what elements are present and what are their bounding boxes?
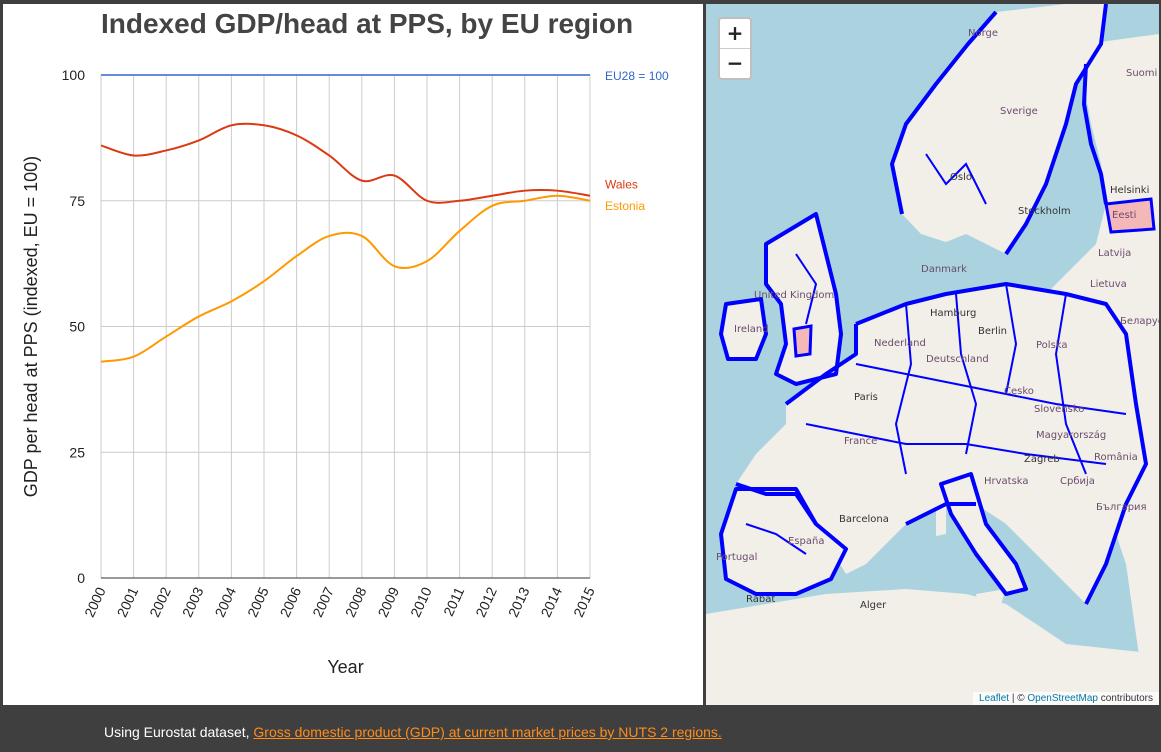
chart-title: Indexed GDP/head at PPS, by EU region [101,8,634,39]
footer-prefix: Using Eurostat dataset, [104,724,254,740]
highlight-estonia [1104,197,1156,234]
land-north-africa [706,589,1159,705]
map-place-labels: Norge Suomi Sverige Oslo Stockholm Eesti… [716,28,1159,611]
series-label-wales: Wales [605,178,638,192]
dataset-link[interactable]: Gross domestic product (GDP) at current … [253,724,722,740]
x-tick-label: 2013 [505,584,533,619]
label-alger: Alger [860,600,887,611]
zoom-control: + − [718,17,752,80]
x-axis-title: Year [327,657,363,677]
label-cesko: Česko [1004,384,1034,397]
x-tick-label: 2008 [342,584,370,619]
series-line-estonia [100,194,591,363]
land-great-britain [766,214,841,384]
highlight-wales [792,324,813,358]
label-portugal: Portugal [716,552,757,563]
x-tick-label: 2004 [211,584,239,619]
label-ireland: Ireland [734,324,769,335]
label-suomi: Suomi [1126,68,1157,79]
map-attribution: Leaflet | © OpenStreetMap contributors [973,692,1159,705]
series-lines [100,74,591,363]
x-tick-label: 2009 [374,584,402,619]
label-united-kingdom: United Kingdom [754,290,834,301]
series-labels: EU28 = 100 Wales Estonia [605,69,669,213]
x-tick-label: 2000 [81,584,109,619]
x-tick-label: 2011 [440,584,467,618]
osm-link[interactable]: OpenStreetMap [1027,693,1098,704]
land-scandinavia [892,4,1106,254]
y-tick-label: 75 [69,193,85,209]
label-slovensko: Slovensko [1034,404,1084,415]
reference-line-label: EU28 = 100 [605,69,669,83]
label-sverige: Sverige [1000,106,1038,117]
label-oslo: Oslo [950,172,972,183]
land-iberia [721,489,846,594]
label-france: France [844,436,877,447]
label-deutschland: Deutschland [926,354,989,365]
y-tick-label: 0 [77,570,85,586]
zoom-in-button[interactable]: + [720,19,750,49]
x-tick-label: 2015 [570,584,598,619]
map-panel[interactable]: Norge Suomi Sverige Oslo Stockholm Eesti… [706,4,1159,705]
label-norge: Norge [968,28,998,39]
x-tick-label: 2012 [472,584,500,619]
label-romania: România [1094,451,1138,463]
label-berlin: Berlin [978,326,1007,337]
footer: Using Eurostat dataset, Gross domestic p… [104,724,722,740]
nuts-inner-borders [745,153,1127,555]
label-eesti: Eesti [1112,210,1136,221]
x-tick-label: 2005 [244,584,272,619]
y-tick-label: 25 [69,444,85,460]
attribution-suffix: contributors [1097,693,1153,704]
label-helsinki: Helsinki [1110,185,1149,196]
land-sicily [976,589,1006,604]
x-tick-label: 2007 [309,584,337,619]
label-nederland: Nederland [874,338,926,349]
label-rabat: Rabat [746,594,775,605]
land-sardinia [936,504,946,536]
label-hamburg: Hamburg [930,308,976,319]
attribution-separator: | © [1009,693,1028,704]
x-tick-label: 2010 [407,584,435,619]
label-espana: España [788,536,824,547]
x-tick-label: 2003 [179,584,207,619]
land-ireland [721,299,766,359]
label-lietuva: Lietuva [1090,279,1127,290]
x-tick-label: 2002 [146,584,174,619]
label-srbija: Србија [1060,475,1095,487]
label-latvija: Latvija [1098,248,1131,259]
label-hrvatska: Hrvatska [984,476,1029,487]
x-tick-label: 2014 [537,584,565,619]
label-polska: Polska [1036,340,1068,351]
zoom-out-button[interactable]: − [726,51,744,75]
label-danmark: Danmark [921,264,967,275]
label-zagreb: Zagreb [1024,454,1060,465]
series-line-wales [100,122,591,204]
leaflet-link[interactable]: Leaflet [979,693,1010,704]
y-tick-label: 100 [62,67,86,83]
y-axis-title: GDP per head at PPS (indexed, EU = 100) [21,156,41,497]
label-stockholm: Stockholm [1018,206,1071,217]
x-tick-label: 2001 [114,584,142,619]
nuts-borders [719,4,1148,605]
x-tick-label: 2006 [277,584,305,619]
label-belarus: Беларусь [1120,316,1159,327]
label-paris: Paris [854,392,878,403]
series-label-estonia: Estonia [605,199,645,213]
label-magyarorszag: Magyarország [1036,429,1106,441]
y-tick-label: 50 [69,319,85,335]
label-barcelona: Barcelona [839,514,889,525]
grid-lines [100,75,591,579]
europe-map[interactable]: Norge Suomi Sverige Oslo Stockholm Eesti… [706,4,1159,705]
label-bulgaria: България [1096,502,1147,513]
